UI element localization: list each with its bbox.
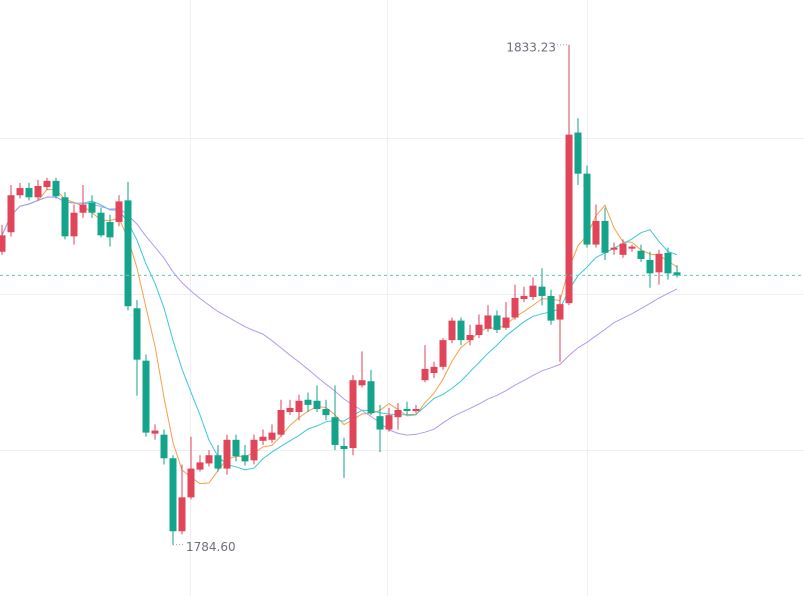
candle-body (628, 246, 636, 249)
min-label: 1784.60 (186, 540, 236, 554)
candle-body (466, 334, 474, 341)
candle-body (592, 220, 600, 245)
candle-body (538, 286, 546, 296)
candle-body (475, 324, 483, 335)
candle-body (610, 247, 618, 250)
candle-body (304, 399, 312, 405)
candle-body (421, 368, 429, 381)
candle-body (367, 381, 375, 414)
candle-body (547, 295, 555, 321)
candle-body (583, 173, 591, 245)
candle-body (601, 220, 609, 253)
candle-body (673, 272, 681, 276)
candle-body (88, 202, 96, 213)
candle-body (358, 380, 366, 386)
candle-body (106, 221, 114, 238)
candle-body (331, 417, 339, 445)
candle-body (430, 366, 438, 374)
candle-body (448, 320, 456, 341)
candle-body (187, 468, 195, 498)
candle-body (457, 320, 465, 341)
moving-average-line (1, 188, 678, 485)
moving-average-line (1, 196, 678, 471)
candle-body (214, 455, 222, 469)
candle-body (385, 415, 393, 430)
candle-body (277, 410, 285, 435)
candle-body (133, 308, 141, 360)
candle-body (97, 212, 105, 236)
candle-body (61, 197, 69, 237)
candle-body (232, 439, 240, 457)
candle-body (637, 250, 645, 259)
candle-body (223, 439, 231, 469)
candle-body (403, 408, 411, 412)
candle-body (43, 180, 51, 188)
candle-body (205, 455, 213, 464)
candle-body (25, 188, 33, 198)
candle-body (412, 408, 420, 412)
candle-body (484, 315, 492, 329)
candle-body (115, 201, 123, 222)
candle-body (529, 285, 537, 297)
candle-body (493, 315, 501, 330)
candle-body (169, 458, 177, 532)
candle-body (70, 212, 78, 237)
candle-body (79, 204, 87, 213)
candle-body (7, 195, 15, 233)
candle-body (394, 410, 402, 418)
candle-body (259, 436, 267, 441)
candle-body (340, 445, 348, 450)
max-label: 1833.23 (506, 40, 556, 54)
candle-body (655, 253, 663, 273)
candle-body (142, 360, 150, 433)
candle-body (268, 432, 276, 440)
candle-body (376, 416, 384, 430)
candle-body (241, 455, 249, 462)
candle-body (619, 243, 627, 255)
candle-body (511, 298, 519, 318)
candle-body (439, 340, 447, 367)
candle-body (295, 400, 303, 413)
candle-body (160, 434, 168, 459)
moving-average-line (1, 196, 678, 436)
candle-body (556, 304, 564, 320)
candle-body (250, 439, 258, 461)
candle-body (646, 259, 654, 274)
candle-body (565, 134, 573, 304)
candle-body (0, 235, 6, 252)
candle-body (34, 185, 42, 198)
candle-body (196, 462, 204, 470)
candle-body (178, 497, 186, 532)
candle-body (52, 180, 60, 197)
candle-body (322, 408, 330, 416)
candle-body (664, 252, 672, 274)
candle-body (16, 188, 24, 196)
candle-body (349, 380, 357, 449)
candle-body (574, 132, 582, 174)
candle-body (124, 200, 132, 307)
candle-body (313, 400, 321, 409)
candle-body (151, 430, 159, 434)
candle-body (502, 317, 510, 328)
candle-body (520, 295, 528, 300)
candle-body (286, 407, 294, 413)
